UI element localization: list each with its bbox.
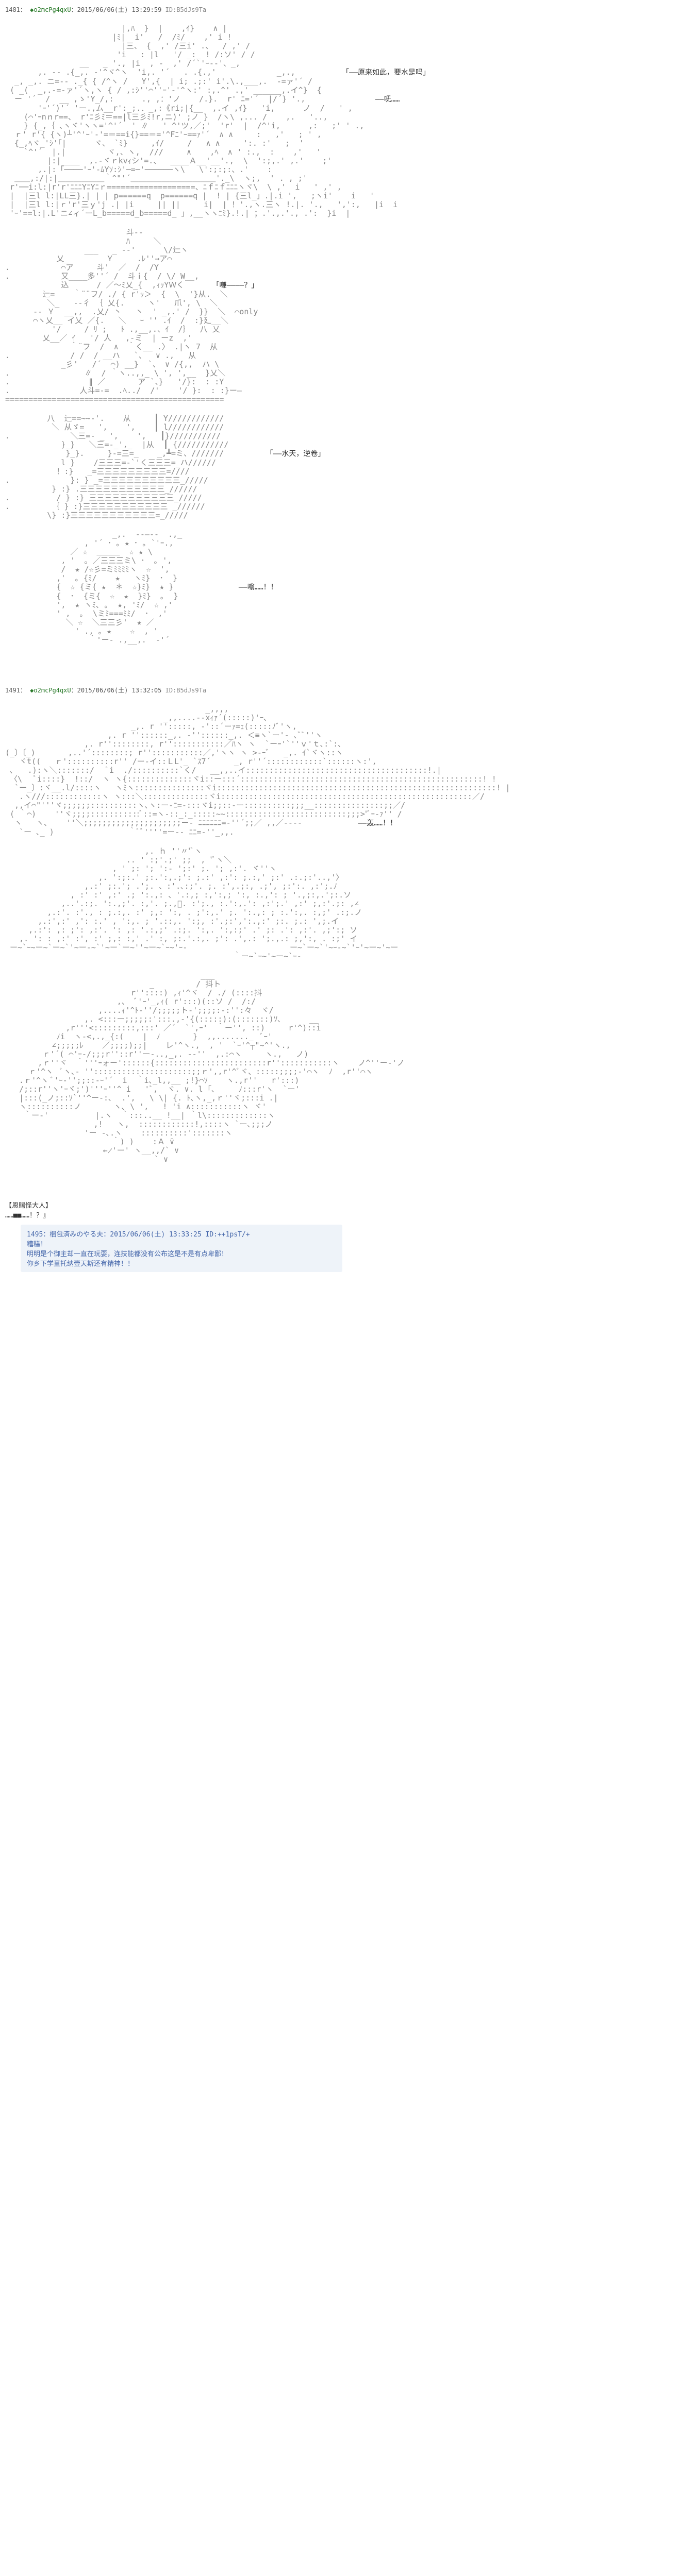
post-date: 2015/06/06(土) 13:29:59 [77, 6, 162, 13]
comment-line2: 明明是个御主却一直在玩耍，连技能都没有公布这是不是有点卑鄙！ [27, 1248, 336, 1258]
ascii-art-5: _,,,, _,,....--xｨｧ´(:::::)'ｰ､ _,. r ''::… [5, 705, 691, 837]
post-header: 1491： ◆o2mcPg4qxU：2015/06/06(土) 13:32:05… [5, 686, 691, 694]
post-id: ID:B5dJs9Ta [165, 6, 206, 13]
ascii-art-2: 斗-- ﾊ ＼ ___ _ -‐' \/辷ヽ 乂_ Ｙ .ﾚ''→ア⌒ . ⌒ア… [5, 228, 691, 404]
post-num: 1491 [5, 687, 20, 694]
ascii-art-3: 八 辷==~~-'. 从 ┃ Y//////////// ＼ 从ゞ= ', ',… [5, 414, 691, 520]
comment-header: 1495：梱包済みのやる夫：2015/06/06(土) 13:33:25 ID:… [27, 1229, 336, 1239]
footer-bracket: 【恩赐怪大人】 [5, 1200, 696, 1210]
comment-line1: 糟糕！ [27, 1239, 336, 1248]
ascii-art-1: |,ﾊ } | ,ｲ} ∧ | |ﾐ| i' / /ﾐ/ ,' i ! |三、 … [5, 24, 691, 218]
poster-name: ◆o2mcPg4qxU [30, 6, 71, 13]
ascii-art-6: ,. ｈ ''〃'ﾞヽ .. ' :;'.;' ;; , 'ﾞヽ＼ , ' ;:… [5, 847, 691, 961]
poster-name: ◆o2mcPg4qxU [30, 687, 71, 694]
comment-line3: 你乡下学童托纳壹天斯还有精神！！ [27, 1258, 336, 1268]
post-date: 2015/06/06(土) 13:32:05 [77, 687, 162, 694]
post-id: ID:B5dJs9Ta [165, 687, 206, 694]
comment-box: 1495：梱包済みのやる夫：2015/06/06(土) 13:33:25 ID:… [21, 1225, 342, 1272]
post-header: 1481： ◆o2mcPg4qxU：2015/06/06(土) 13:29:59… [5, 5, 691, 14]
post-1481: 1481： ◆o2mcPg4qxU：2015/06/06(土) 13:29:59… [0, 0, 696, 660]
ascii-art-4: _,. -‐―‐- .,_ , '´ ･ ｡ ★ ･ ｡ `'ｰ., ／ ☆ ＿… [5, 530, 691, 645]
ascii-art-7: ___ _ / 抖ト r''::::) ,ｨ'^ヾ / ./ (::::抖 ,、… [5, 971, 691, 1164]
footer-note: 【恩赐怪大人】 ……■■……！？』 [0, 1200, 696, 1219]
footer-line2: ……■■……！？』 [5, 1210, 696, 1219]
post-1491: 1491： ◆o2mcPg4qxU：2015/06/06(土) 13:32:05… [0, 681, 696, 1179]
post-num: 1481 [5, 6, 20, 13]
